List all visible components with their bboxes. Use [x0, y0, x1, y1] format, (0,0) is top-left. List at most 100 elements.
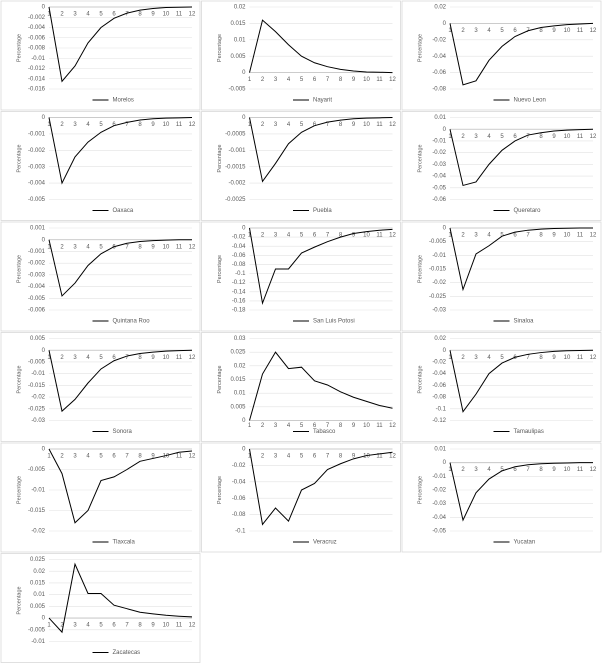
x-tick-label: 4 [287, 454, 291, 460]
y-tick-label: 0 [242, 447, 246, 453]
x-tick-label: 5 [99, 623, 103, 629]
y-axis-label: Percentage [217, 255, 223, 283]
x-tick-label: 12 [189, 244, 196, 250]
x-tick-label: 8 [339, 454, 343, 460]
y-tick-label: -0.005 [28, 467, 46, 473]
y-tick-label: 0.01 [234, 37, 246, 43]
y-tick-label: -0.01 [31, 56, 45, 62]
x-tick-label: 10 [363, 233, 370, 239]
x-tick-label: 10 [163, 12, 170, 18]
y-tick-label: -0.001 [28, 131, 46, 137]
x-tick-label: 9 [552, 467, 556, 473]
y-tick-label: -0.06 [432, 197, 446, 203]
y-tick-label: 0.01 [234, 391, 246, 397]
y-axis-label: Percentage [417, 34, 423, 62]
x-tick-label: 11 [176, 122, 183, 128]
y-tick-label: -0.04 [232, 244, 246, 250]
y-tick-label: -0.005 [28, 296, 46, 302]
x-tick-label: 12 [389, 77, 396, 83]
y-tick-label: -0.03 [31, 418, 45, 424]
panel-frame [201, 442, 401, 553]
y-tick-label: -0.01 [432, 253, 446, 259]
y-tick-label: -0.005 [28, 197, 46, 203]
x-tick-label: 7 [526, 134, 530, 140]
x-tick-label: 9 [352, 454, 356, 460]
series-line [449, 22, 594, 86]
x-tick-label: 9 [552, 134, 556, 140]
x-tick-label: 12 [389, 122, 396, 128]
x-tick-label: 10 [564, 134, 571, 140]
x-tick-label: 5 [500, 28, 504, 34]
x-tick-label: 7 [326, 77, 330, 83]
y-tick-label: -0.01 [31, 488, 45, 494]
x-tick-label: 2 [60, 454, 64, 460]
y-tick-label: -0.08 [432, 87, 446, 93]
x-tick-label: 2 [60, 623, 64, 629]
legend-label: Yucatan [514, 540, 536, 546]
x-tick-label: 7 [125, 623, 129, 629]
x-tick-label: 12 [590, 28, 597, 34]
x-tick-label: 8 [138, 244, 142, 250]
series-line [48, 6, 193, 83]
legend-label: Sinaloa [514, 319, 535, 325]
chart-panel: 0-0.005-0.01-0.015-0.02-0.025-0.031 2 3 4 5 6… [401, 221, 602, 332]
x-tick-label: 5 [99, 12, 103, 18]
legend-label: San Luis Potosi [313, 319, 355, 325]
x-tick-label: 3 [474, 233, 478, 239]
x-tick-label: 3 [73, 355, 77, 361]
x-tick-label: 1 [448, 355, 452, 361]
x-tick-label: 10 [363, 423, 370, 429]
x-tick-label: 10 [564, 233, 571, 239]
y-tick-label: 0 [443, 226, 447, 232]
y-tick-label: -0.03 [432, 162, 446, 168]
x-tick-label: 1 [448, 467, 452, 473]
y-tick-label: -0.0015 [225, 164, 246, 170]
x-tick-label: 6 [313, 77, 317, 83]
x-tick-label: 12 [590, 355, 597, 361]
x-tick-label: 3 [73, 244, 77, 250]
chart-panel: 0.001 0 -0.001 -0.002 -0.003 -0.004 -0.005 -0.0… [0, 221, 201, 332]
chart-panel: 0-0.005-0.01-0.015-0.021 2 3 4 5 6 7 8 9 10 11 12Pe… [0, 442, 201, 553]
panel-frame [401, 221, 602, 332]
y-axis-label: Percentage [417, 144, 423, 172]
y-tick-label: -0.008 [28, 46, 46, 52]
x-tick-label: 8 [339, 423, 343, 429]
y-axis-label: Percentage [417, 255, 423, 283]
y-tick-label: -0.08 [232, 262, 246, 268]
y-tick-label: -0.04 [232, 479, 246, 485]
x-tick-label: 10 [163, 244, 170, 250]
x-tick-label: 4 [86, 244, 90, 250]
y-tick-label: 0 [42, 115, 46, 121]
x-tick-label: 4 [487, 28, 491, 34]
x-tick-label: 1 [248, 77, 252, 83]
y-tick-label: 0.01 [434, 447, 446, 453]
legend-label: Quintana Roo [113, 319, 151, 325]
x-tick-label: 1 [448, 28, 452, 34]
series-line [449, 128, 594, 187]
x-tick-label: 10 [564, 28, 571, 34]
x-tick-label: 6 [513, 467, 517, 473]
x-tick-label: 2 [461, 467, 465, 473]
y-tick-label: 0 [42, 237, 46, 243]
x-tick-label: 5 [99, 244, 103, 250]
x-tick-label: 7 [125, 122, 129, 128]
x-tick-label: 5 [300, 454, 304, 460]
series-line [48, 239, 192, 297]
y-tick-label: -0.02 [232, 463, 246, 469]
x-tick-label: 10 [564, 355, 571, 361]
x-tick-label: 8 [339, 77, 343, 83]
y-tick-label: -0.02 [31, 529, 45, 535]
y-axis-label: Percentage [217, 34, 223, 62]
y-tick-label: 0.005 [230, 404, 246, 410]
y-tick-label: -0.04 [432, 54, 446, 60]
y-tick-label: -0.005 [28, 360, 46, 366]
legend-label: Oaxaca [113, 208, 134, 214]
y-tick-label: 0.015 [30, 581, 46, 587]
y-tick-label: -0.025 [28, 406, 46, 412]
x-tick-label: 4 [287, 122, 291, 128]
legend-label: Queretaro [514, 208, 542, 214]
y-tick-label: 0.025 [30, 557, 46, 563]
x-tick-label: 5 [300, 423, 304, 429]
